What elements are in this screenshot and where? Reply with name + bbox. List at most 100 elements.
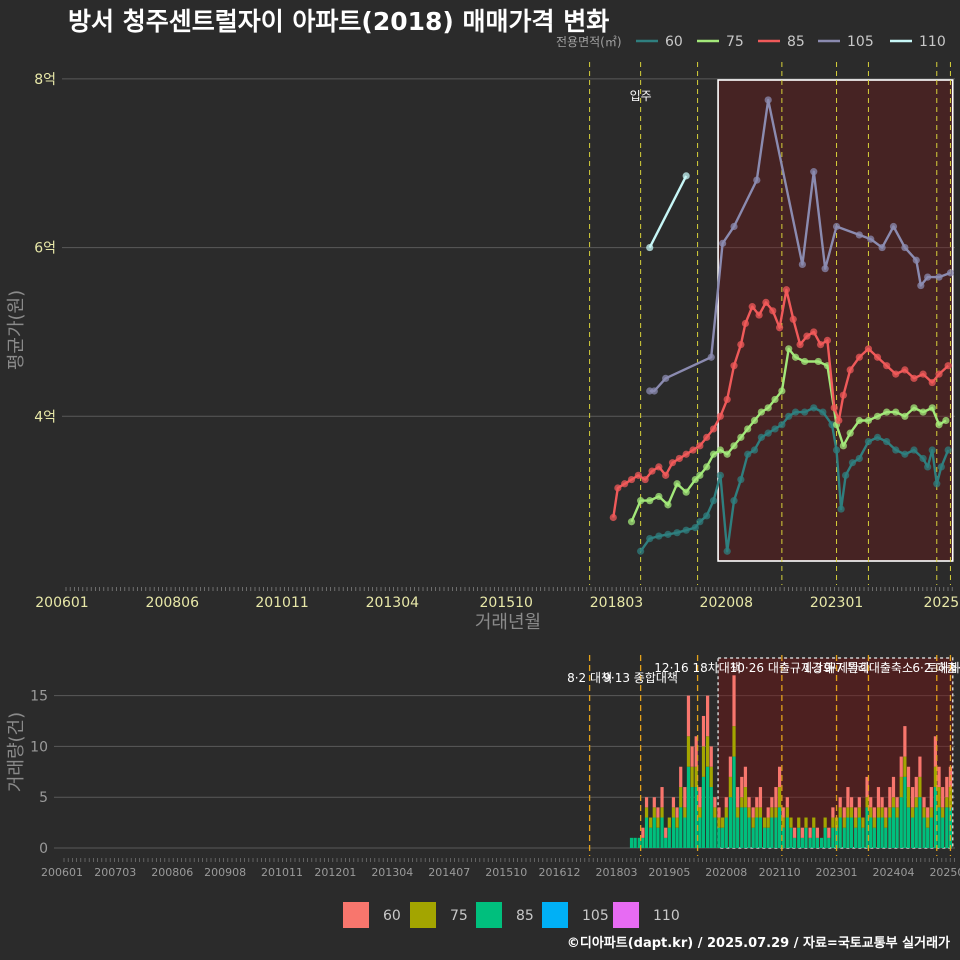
point-105-11 (832, 222, 841, 231)
point-85-19 (737, 340, 745, 349)
vol-bar-17-2 (694, 736, 698, 767)
vol-bar-16-0 (690, 787, 694, 848)
vol-x-tick-13: 202110 (759, 866, 801, 879)
point-75-10 (709, 450, 718, 458)
vol-bar-28-1 (736, 807, 740, 818)
point-60-21 (791, 408, 800, 416)
legend-label-75: 75 (726, 34, 744, 50)
vol-bar-72-0 (903, 776, 907, 848)
highlight-region (717, 79, 954, 562)
vol-legend-label-85: 85 (516, 908, 534, 924)
vol-bar-67-2 (884, 807, 888, 818)
vol-bar-51-0 (823, 827, 827, 848)
vol-bar-57-0 (846, 817, 850, 848)
point-75-12 (723, 450, 731, 458)
vol-bar-25-0 (724, 817, 728, 848)
vol-bar-37-0 (770, 817, 774, 848)
series-line-75 (630, 347, 947, 523)
vol-bar-41-0 (785, 817, 789, 848)
point-85-28 (796, 340, 804, 349)
point-60-20 (785, 412, 793, 420)
vol-bar-66-2 (880, 797, 884, 808)
vol-bar-65-0 (876, 817, 881, 848)
y-tick-label-0: 4억 (34, 409, 56, 425)
point-60-36 (910, 446, 918, 454)
vol-bar-58-2 (849, 797, 854, 808)
vol-bar-55-0 (838, 817, 842, 848)
vol-bar-9-0 (664, 837, 668, 848)
vol-bar-8-2 (660, 787, 664, 808)
vol-bar-10-1 (667, 817, 671, 828)
vol-bar-18-1 (698, 807, 702, 818)
point-60-39 (928, 446, 936, 454)
x-tick-label-4: 201510 (479, 595, 532, 611)
vol-bar-21-0 (709, 787, 713, 848)
x-tick-label-8: 2025 (924, 595, 960, 611)
x-axis-title: 거래년월 (475, 612, 541, 633)
vol-bar-27-0 (732, 756, 736, 848)
vol-legend-label-60: 60 (383, 908, 401, 924)
vol-bar-65-1 (876, 807, 881, 818)
point-60-10 (716, 471, 724, 479)
vol-bar-27-2 (732, 675, 736, 727)
point-75-33 (892, 408, 900, 416)
vol-bar-47-2 (808, 827, 812, 838)
point-60-16 (757, 433, 765, 441)
x-tick-label-7: 202301 (810, 595, 863, 611)
vol-bar-39-1 (777, 787, 782, 808)
vol-bar-5-0 (649, 827, 653, 848)
vol-bar-6-2 (652, 797, 656, 808)
vol-bar-52-2 (827, 827, 831, 838)
vol-bar-45-2 (800, 827, 804, 838)
vol-bar-34-0 (758, 817, 763, 848)
point-75-7 (691, 475, 699, 484)
point-105-3 (707, 353, 715, 361)
point-105-19 (924, 273, 932, 281)
vol-y-tick-2: 10 (30, 739, 48, 755)
vol-bar-66-1 (880, 807, 884, 818)
vol-bar-76-1 (918, 776, 922, 798)
point-85-8 (662, 471, 670, 479)
point-75-15 (744, 425, 752, 433)
vol-y-tick-0: 0 (39, 841, 48, 857)
point-60-8 (703, 512, 711, 520)
vol-bar-38-0 (774, 817, 778, 848)
point-85-40 (883, 362, 891, 370)
x-tick-label-0: 200601 (35, 595, 88, 611)
vol-bar-74-2 (911, 787, 915, 808)
vol-bar-17-1 (694, 766, 698, 788)
point-85-31 (816, 340, 825, 349)
vol-bar-78-1 (926, 817, 930, 828)
vol-bar-12-1 (675, 817, 679, 828)
point-60-12 (730, 497, 738, 505)
vol-bar-20-1 (706, 736, 710, 767)
x-tick-label-6: 202008 (700, 595, 753, 611)
vol-bar-56-2 (842, 807, 846, 818)
point-85-20 (741, 319, 750, 328)
point-85-26 (782, 286, 791, 294)
vol-bar-14-1 (683, 807, 687, 818)
point-85-36 (846, 366, 854, 374)
point-105-2 (662, 374, 670, 382)
vol-x-tick-14: 202301 (816, 866, 858, 879)
vol-bar-81-1 (937, 787, 941, 808)
point-75-14 (737, 433, 745, 441)
point-60-2 (655, 532, 663, 540)
point-85-32 (823, 336, 832, 344)
vol-y-tick-3: 15 (30, 689, 48, 705)
vol-bar-15-2 (686, 695, 691, 737)
vol-bar-24-1 (721, 817, 725, 828)
vol-bar-66-0 (880, 817, 884, 848)
point-75-21 (785, 345, 793, 353)
point-60-11 (723, 547, 731, 555)
vol-bar-29-0 (740, 807, 744, 848)
point-75-8 (696, 471, 704, 479)
annotation-label: 입주 (630, 89, 652, 103)
point-110-1 (682, 172, 690, 180)
point-60-15 (750, 446, 759, 454)
vol-bar-10-0 (667, 827, 671, 848)
point-85-34 (835, 416, 843, 425)
point-75-6 (682, 488, 690, 496)
point-110-0 (646, 243, 654, 252)
vol-bar-80-1 (933, 766, 938, 788)
